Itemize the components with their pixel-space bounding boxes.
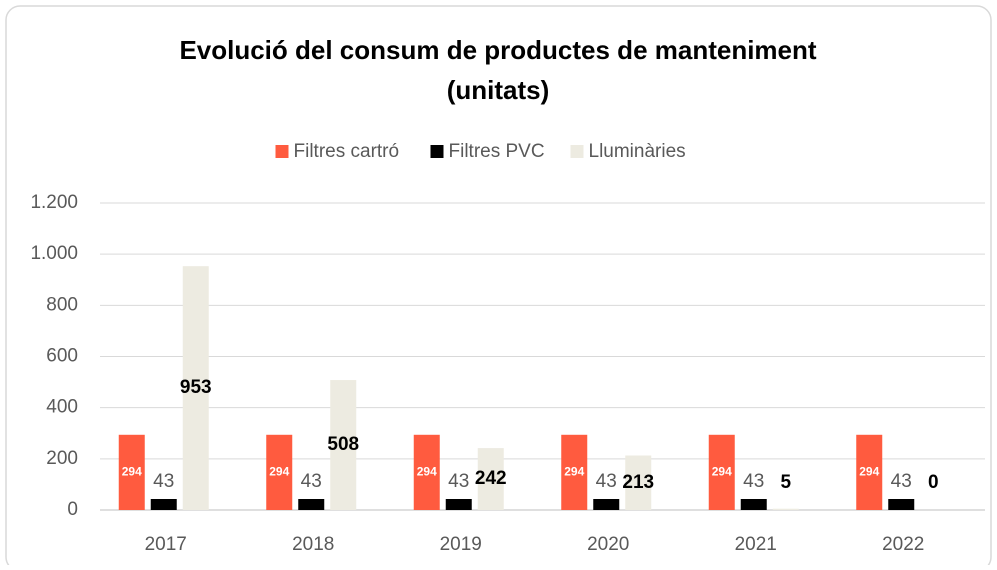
bar — [888, 498, 915, 510]
x-tick-label: 2018 — [292, 534, 334, 555]
legend-label: Filtres PVC — [449, 141, 545, 162]
legend-swatch — [430, 145, 444, 158]
data-label: 953 — [180, 377, 212, 398]
bar — [150, 498, 177, 510]
y-tick-label: 800 — [46, 294, 78, 315]
chart-frame — [5, 5, 992, 570]
data-label: 294 — [859, 465, 879, 479]
data-label: 43 — [596, 471, 617, 492]
data-label: 43 — [448, 471, 469, 492]
y-tick-label: 400 — [46, 397, 78, 418]
data-label: 242 — [475, 468, 507, 489]
bar — [118, 434, 145, 510]
x-tick-label: 2019 — [440, 534, 482, 555]
legend-swatch — [570, 145, 584, 158]
x-tick-label: 2021 — [735, 534, 777, 555]
bar — [330, 380, 357, 510]
data-label: 294 — [712, 465, 732, 479]
bar — [561, 434, 588, 510]
y-tick-label: 600 — [46, 346, 78, 367]
x-tick-label: 2020 — [587, 534, 629, 555]
y-tick-label: 1.200 — [30, 192, 78, 213]
bar — [856, 434, 883, 510]
data-label: 43 — [891, 471, 912, 492]
bar — [740, 498, 767, 510]
data-label: 213 — [622, 472, 654, 493]
y-tick-label: 200 — [46, 448, 78, 469]
bar — [298, 498, 325, 510]
data-label: 43 — [743, 471, 764, 492]
data-label: 294 — [269, 465, 289, 479]
bar — [266, 434, 293, 510]
bar — [413, 434, 440, 510]
data-label: 294 — [564, 465, 584, 479]
data-label: 43 — [301, 471, 322, 492]
y-tick-label: 0 — [67, 499, 78, 520]
x-tick-label: 2017 — [145, 534, 187, 555]
legend-label: Lluminàries — [589, 141, 686, 162]
data-label: 508 — [327, 434, 359, 455]
chart-title: Evolució del consum de productes de mant… — [179, 35, 816, 65]
legend-swatch — [275, 145, 289, 158]
bar — [708, 434, 735, 510]
chart-title: (unitats) — [447, 75, 550, 105]
data-label: 43 — [153, 471, 174, 492]
data-label: 0 — [928, 472, 939, 493]
data-label: 294 — [122, 465, 142, 479]
bar — [182, 266, 209, 510]
data-label: 294 — [417, 465, 437, 479]
data-label: 5 — [780, 472, 791, 493]
bar — [593, 498, 620, 510]
y-tick-label: 1.000 — [30, 243, 78, 264]
x-tick-label: 2022 — [882, 534, 924, 555]
bar — [477, 448, 504, 510]
legend-label: Filtres cartró — [294, 141, 400, 162]
bar — [445, 498, 472, 510]
bar — [625, 455, 652, 510]
bar — [772, 508, 799, 510]
